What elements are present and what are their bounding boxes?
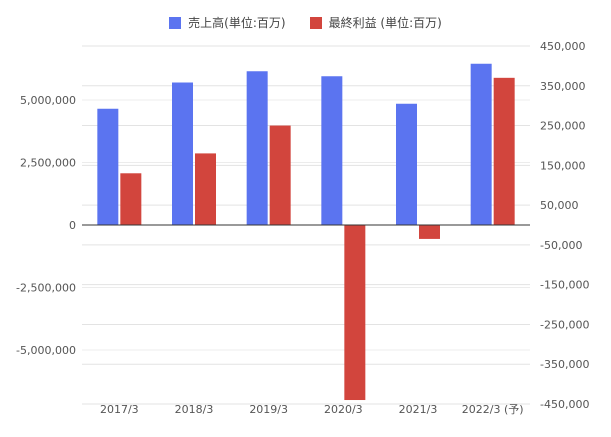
bar-sales [172,82,193,225]
bar-sales [470,63,492,225]
y-left-tick-label: -5,000,000 [16,344,76,357]
y-left-tick-label: 2,500,000 [20,157,76,170]
x-tick-label: 2021/3 [399,403,438,416]
legend-item-profit[interactable]: 最終利益 (単位:百万) [309,14,442,31]
y-right-tick-label: -250,000 [540,318,589,331]
y-right-tick-label: 250,000 [540,120,586,133]
x-tick-label: 2019/3 [249,403,288,416]
y-right-tick-label: -450,000 [540,398,589,411]
x-tick-label: 2020/3 [324,403,363,416]
legend-label-profit: 最終利益 (単位:百万) [328,16,442,30]
y-right-tick-label: 350,000 [540,80,586,93]
bar-sales [97,108,119,225]
y-right-tick-label: -350,000 [540,358,589,371]
legend-swatch-sales [169,16,182,29]
bar-sales [321,76,343,225]
legend-swatch-profit [309,16,322,29]
bar-profit [269,125,291,225]
x-tick-label: 2017/3 [100,403,139,416]
bar-profit [120,173,142,225]
y-right-tick-label: 50,000 [540,199,579,212]
legend-item-sales[interactable]: 売上高(単位:百万) [169,14,286,31]
chart-legend: 売上高(単位:百万) 最終利益 (単位:百万) [0,14,611,31]
y-right-tick-label: 450,000 [540,40,586,53]
bar-sales [246,71,268,225]
bar-profit [493,77,515,225]
y-right-tick-label: -150,000 [540,279,589,292]
y-left-tick-label: 5,000,000 [20,94,76,107]
x-tick-label: 2022/3 (予) [462,403,524,416]
legend-label-sales: 売上高(単位:百万) [188,16,286,30]
bar-sales [396,103,417,225]
y-right-tick-label: 150,000 [540,159,586,172]
bar-profit [344,225,366,401]
y-right-tick-label: -50,000 [540,239,582,252]
y-left-tick-label: -2,500,000 [16,282,76,295]
y-left-tick-label: 0 [69,219,76,232]
x-tick-label: 2018/3 [175,403,214,416]
bar-profit [195,153,216,225]
bar-profit [419,225,440,239]
